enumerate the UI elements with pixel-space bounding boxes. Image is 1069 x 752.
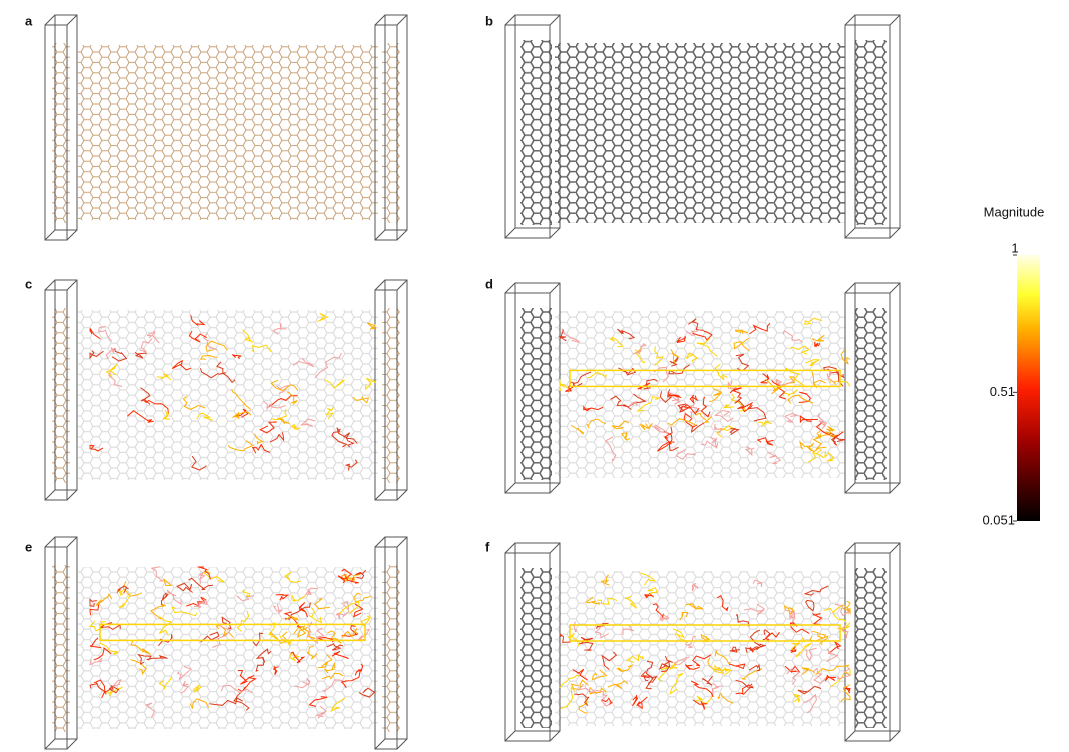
lattice (78, 310, 378, 480)
lattice (555, 43, 845, 223)
panel-label: a (25, 13, 33, 28)
electrode-lattice (520, 308, 552, 480)
electrode-lattice (855, 40, 887, 225)
current-path (846, 687, 850, 693)
colorbar-tick-label: 0.051 (982, 512, 1015, 527)
figure: Magnitude a b c d e f 1 0.51 0.051 (0, 0, 1069, 752)
electrode-lattice (520, 40, 552, 225)
colorbar-title: Magnitude (984, 204, 1045, 219)
panel-label: d (485, 276, 493, 291)
colorbar (1017, 255, 1040, 521)
lattice (78, 45, 378, 220)
colorbar-tick-label: 1 (1011, 240, 1018, 255)
panel-label: f (485, 539, 490, 554)
electrode-lattice (520, 568, 552, 728)
panel-label: e (25, 539, 32, 554)
electrode-lattice (855, 568, 887, 728)
lattice (78, 567, 378, 729)
panel-label: c (25, 276, 32, 291)
lattice (555, 571, 845, 726)
electrode-lattice (855, 308, 887, 480)
colorbar-tick-label: 0.51 (990, 384, 1015, 399)
panel-label: b (485, 13, 493, 28)
